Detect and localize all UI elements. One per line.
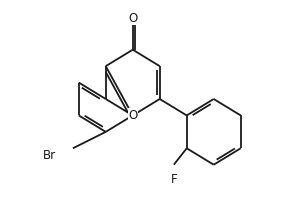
Text: F: F — [170, 173, 177, 187]
Text: O: O — [128, 109, 137, 122]
Text: O: O — [128, 11, 137, 25]
Text: Br: Br — [42, 149, 56, 162]
